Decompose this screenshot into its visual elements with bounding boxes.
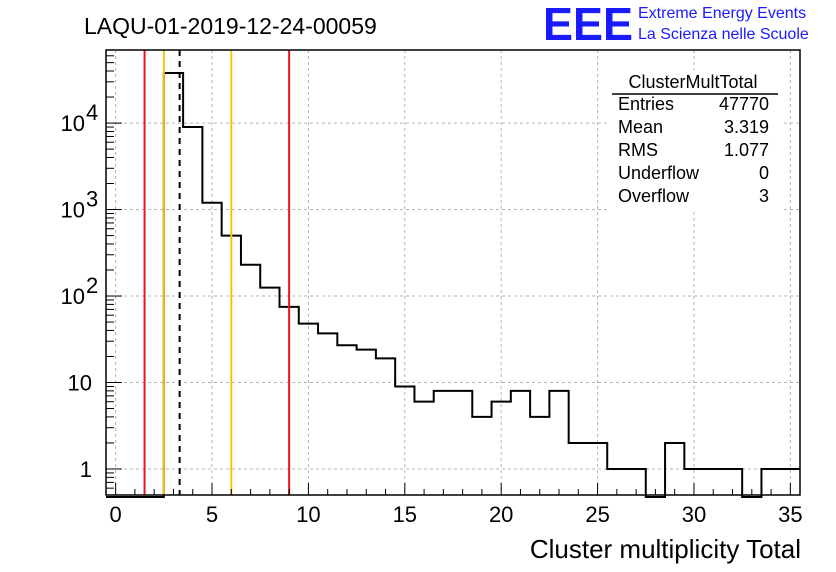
y-tick-label: 10 bbox=[61, 198, 85, 223]
y-tick-exponent: 2 bbox=[86, 273, 98, 298]
stats-row-label: RMS bbox=[618, 140, 658, 160]
y-tick-exponent: 3 bbox=[86, 187, 98, 212]
marker-lines bbox=[143, 50, 291, 495]
x-tick-label: 15 bbox=[393, 502, 417, 527]
stats-box: ClusterMultTotal Entries 47770 Mean 3.319 RM… bbox=[610, 70, 782, 210]
logo-line-1: Extreme Energy Events bbox=[638, 5, 806, 22]
plot-frame bbox=[105, 49, 801, 496]
x-tick-label: 10 bbox=[296, 502, 320, 527]
stats-row-value: 47770 bbox=[719, 94, 769, 114]
x-tick-label: 25 bbox=[585, 502, 609, 527]
x-tick-label: 30 bbox=[682, 502, 706, 527]
x-tick-label: 0 bbox=[110, 502, 122, 527]
stats-row-label: Underflow bbox=[618, 163, 700, 183]
x-tick-label: 20 bbox=[489, 502, 513, 527]
stats-row-label: Overflow bbox=[618, 186, 690, 206]
axis-ticks bbox=[106, 49, 791, 495]
stats-row-value: 1.077 bbox=[724, 140, 769, 160]
y-tick-exponent: 4 bbox=[86, 100, 98, 125]
eee-logo: EEE Extreme Energy Events La Scienza nel… bbox=[543, 0, 809, 50]
y-tick-label: 10 bbox=[61, 111, 85, 136]
x-tick-label: 5 bbox=[206, 502, 218, 527]
x-tick-label: 35 bbox=[778, 502, 802, 527]
y-tick-label: 10 bbox=[68, 370, 92, 395]
stats-title: ClusterMultTotal bbox=[628, 72, 757, 92]
stats-row-label: Entries bbox=[618, 94, 674, 114]
logo-line-2: La Scienza nelle Scuole bbox=[638, 26, 809, 43]
y-tick-label: 10 bbox=[61, 284, 85, 309]
x-tick-labels: 0 5 10 15 20 25 30 35 bbox=[110, 502, 803, 527]
logo-letters: EEE bbox=[543, 0, 633, 50]
y-tick-label: 1 bbox=[80, 457, 92, 482]
x-axis-title: Cluster multiplicity Total bbox=[530, 534, 801, 564]
stats-row-value: 3 bbox=[759, 186, 769, 206]
stats-row-label: Mean bbox=[618, 117, 663, 137]
stats-row-value: 0 bbox=[759, 163, 769, 183]
run-title: LAQU-01-2019-12-24-00059 bbox=[84, 13, 377, 39]
stats-row-value: 3.319 bbox=[724, 117, 769, 137]
